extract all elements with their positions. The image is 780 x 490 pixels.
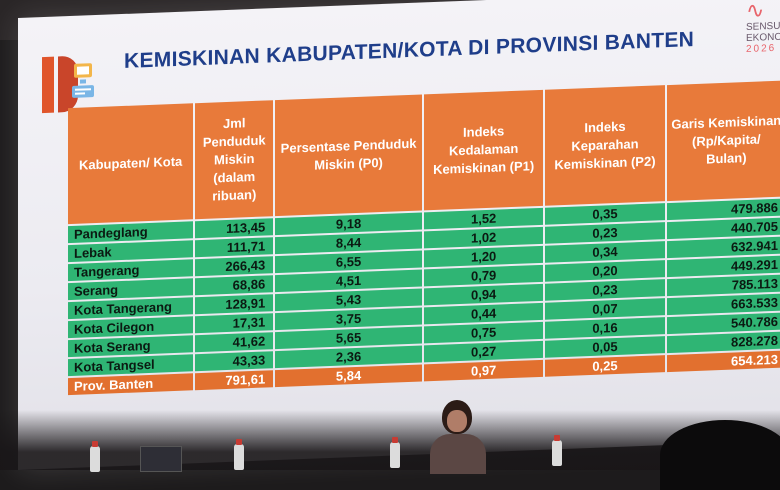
water-bottle <box>234 439 244 470</box>
header-indeks-kedalaman: Indeks Kedalaman Kemiskinan (P1) <box>423 89 544 211</box>
cell-region: Lebak <box>68 240 194 263</box>
projection-screen: KEMISKINAN KABUPATEN/KOTA DI PROVINSI BA… <box>18 0 780 470</box>
cell-jml: 41,62 <box>195 332 274 353</box>
cell-jml: 266,43 <box>195 256 274 277</box>
header-indeks-keparahan: Indeks Keparahan Kemiskinan (P2) <box>545 85 665 206</box>
cell-p1: 0,79 <box>423 264 544 287</box>
cell-garis: 540.786 <box>666 312 780 335</box>
cell-region-total: Prov. Banten <box>68 373 194 396</box>
laptop <box>140 446 182 472</box>
cell-region: Kota Tangsel <box>68 354 194 377</box>
water-bottle <box>90 441 100 472</box>
cell-region: Serang <box>68 278 194 301</box>
cell-jml: 113,45 <box>195 218 274 239</box>
cell-p2-total: 0,25 <box>545 355 665 377</box>
header-kabupaten: Kabupaten/ Kota <box>68 103 194 225</box>
cell-jml: 43,33 <box>195 351 274 372</box>
cell-garis: 440.705 <box>666 217 780 240</box>
cell-p1: 0,94 <box>423 283 544 306</box>
cell-p2: 0,35 <box>545 203 665 225</box>
cell-region: Tangerang <box>68 259 194 282</box>
cell-garis: 785.113 <box>666 274 780 297</box>
header-jml-penduduk: Jml Penduduk Miskin (dalam ribuan) <box>195 100 274 220</box>
cell-p1: 1,20 <box>423 245 544 268</box>
water-bottle <box>552 435 562 466</box>
cell-p1: 1,02 <box>423 226 544 249</box>
cell-p1-total: 0,97 <box>423 359 544 382</box>
cell-jml: 111,71 <box>195 237 274 258</box>
cell-garis: 632.941 <box>666 236 780 259</box>
presenter <box>430 400 486 474</box>
cell-jml: 128,91 <box>195 294 274 315</box>
cell-region: Pandeglang <box>68 221 194 244</box>
cell-p2: 0,34 <box>545 241 665 263</box>
cell-p0-total: 5,84 <box>275 364 422 388</box>
cell-p1: 0,75 <box>423 321 544 344</box>
cell-region: Kota Serang <box>68 335 194 358</box>
cell-p1: 0,44 <box>423 302 544 325</box>
header-garis-kemiskinan: Garis Kemiskinan (Rp/Kapita/ Bulan) <box>666 80 780 202</box>
cell-p2: 0,05 <box>545 336 665 358</box>
cell-p2: 0,23 <box>545 222 665 244</box>
cell-jml: 17,31 <box>195 313 274 334</box>
cell-garis: 663.533 <box>666 293 780 316</box>
water-bottle <box>390 437 400 468</box>
audience-head <box>660 420 780 490</box>
cell-p1: 0,27 <box>423 340 544 363</box>
cell-p2: 0,16 <box>545 317 665 339</box>
cell-jml-total: 791,61 <box>195 370 274 391</box>
slide-logo <box>42 54 112 117</box>
cell-p1: 1,52 <box>423 207 544 230</box>
sensus-ekonomi-logo: ∿ SENSUS EKONOMI 2026 <box>746 0 780 55</box>
cell-region: Kota Cilegon <box>68 316 194 339</box>
cell-garis-total: 654.213 <box>666 350 780 373</box>
brand-year: 2026 <box>746 42 777 56</box>
cell-garis: 449.291 <box>666 255 780 278</box>
header-persentase: Persentase Penduduk Miskin (P0) <box>275 94 422 217</box>
cell-garis: 828.278 <box>666 331 780 354</box>
computer-icon <box>70 61 98 102</box>
cell-p2: 0,23 <box>545 279 665 301</box>
cell-p2: 0,20 <box>545 260 665 282</box>
cell-jml: 68,86 <box>195 275 274 296</box>
cell-region: Kota Tangerang <box>68 297 194 320</box>
cell-garis: 479.886 <box>666 198 780 221</box>
cell-p2: 0,07 <box>545 298 665 320</box>
poverty-table: Kabupaten/ Kota Jml Penduduk Miskin (dal… <box>66 78 780 397</box>
slide-title: KEMISKINAN KABUPATEN/KOTA DI PROVINSI BA… <box>124 28 695 73</box>
